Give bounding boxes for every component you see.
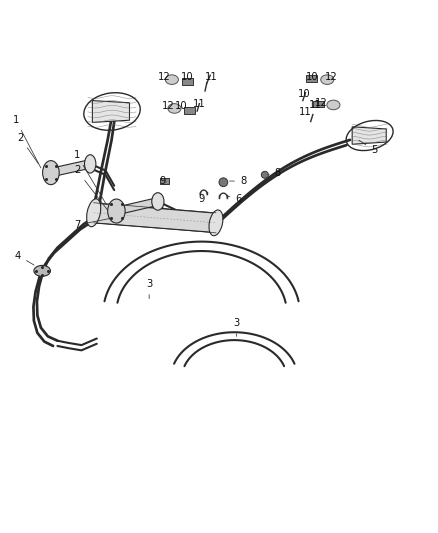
Text: 11: 11 [299, 107, 312, 117]
Ellipse shape [108, 199, 125, 223]
Text: 9: 9 [198, 194, 205, 204]
Text: 8: 8 [230, 176, 246, 187]
Ellipse shape [165, 75, 178, 84]
Circle shape [261, 171, 268, 179]
FancyBboxPatch shape [159, 179, 169, 184]
Text: 1: 1 [74, 150, 106, 204]
Text: 8: 8 [269, 168, 281, 177]
Ellipse shape [209, 210, 223, 236]
Text: 4: 4 [15, 251, 34, 265]
Ellipse shape [321, 75, 334, 84]
Circle shape [219, 178, 228, 187]
Text: 10: 10 [298, 89, 311, 99]
Text: 12: 12 [158, 71, 171, 82]
Text: 10: 10 [175, 101, 187, 111]
Polygon shape [92, 203, 217, 232]
Text: 12: 12 [162, 101, 174, 111]
Text: 12: 12 [315, 98, 328, 108]
Text: 6: 6 [228, 194, 242, 204]
Ellipse shape [87, 199, 101, 227]
Text: 5: 5 [359, 140, 377, 155]
Ellipse shape [327, 100, 340, 110]
Polygon shape [51, 159, 90, 177]
Ellipse shape [85, 155, 96, 173]
Polygon shape [92, 101, 130, 123]
FancyBboxPatch shape [182, 78, 193, 85]
Text: 3: 3 [146, 279, 152, 298]
Ellipse shape [34, 265, 50, 276]
Text: 12: 12 [325, 71, 338, 82]
Text: 2: 2 [74, 165, 107, 209]
Text: 11: 11 [193, 99, 206, 109]
FancyBboxPatch shape [184, 107, 195, 114]
Text: 11: 11 [205, 71, 218, 82]
FancyBboxPatch shape [313, 101, 324, 108]
Ellipse shape [168, 103, 181, 113]
Text: 7: 7 [74, 218, 112, 230]
Text: 3: 3 [233, 318, 240, 336]
Text: 2: 2 [17, 133, 39, 164]
Ellipse shape [152, 193, 164, 210]
Polygon shape [352, 127, 386, 144]
Text: 10: 10 [306, 71, 319, 82]
Text: 11: 11 [309, 100, 321, 110]
Text: 10: 10 [181, 71, 194, 82]
Text: 9: 9 [159, 176, 166, 187]
Polygon shape [117, 198, 158, 215]
Text: 1: 1 [13, 115, 41, 168]
Ellipse shape [42, 160, 59, 184]
FancyBboxPatch shape [306, 75, 317, 82]
